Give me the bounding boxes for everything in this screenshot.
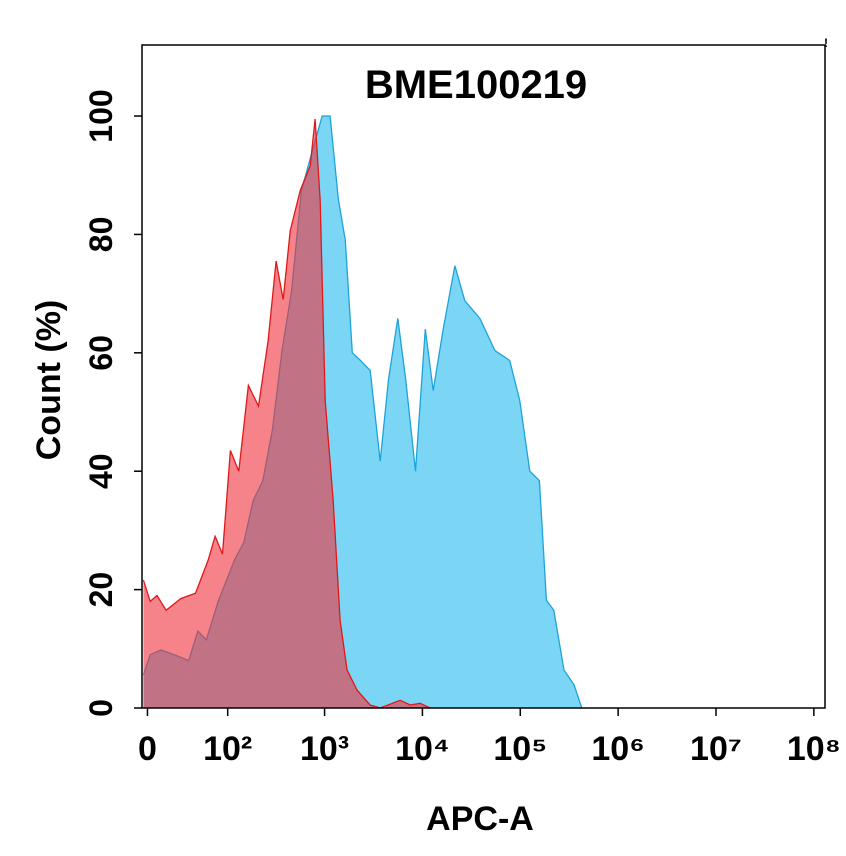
x-tick-label: 10³ xyxy=(300,730,349,768)
plot-frame xyxy=(141,44,826,709)
x-tick-label: 10⁶ xyxy=(591,730,644,768)
x-tick-label: 10⁴ xyxy=(395,730,450,768)
y-tick-label: 20 xyxy=(83,572,119,608)
area-fill xyxy=(143,119,431,708)
y-tick-label: 100 xyxy=(83,89,119,142)
y-tick-label: 40 xyxy=(83,453,119,489)
y-tick-label: 60 xyxy=(83,335,119,371)
area-line xyxy=(142,118,431,709)
x-tick-label: 10² xyxy=(203,730,252,768)
x-tick-label: 10⁸ xyxy=(787,730,841,768)
annotation: ! xyxy=(824,36,828,50)
chart-title: BME100219 xyxy=(365,63,587,107)
y-tick-label: 80 xyxy=(83,217,119,253)
x-tick-label: 0 xyxy=(138,730,157,768)
y-axis-label: Count (%) xyxy=(30,300,68,461)
x-tick-label: 10⁷ xyxy=(690,730,742,768)
y-tick-label: 0 xyxy=(83,699,119,717)
x-tick-label: 10⁵ xyxy=(493,730,547,768)
x-axis-label: APC-A xyxy=(426,800,534,838)
